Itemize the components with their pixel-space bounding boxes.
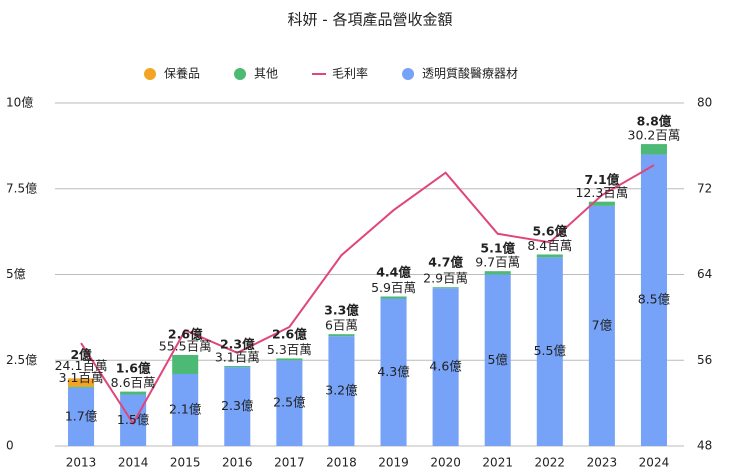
- bar-segment: [484, 271, 511, 275]
- bar-value-label: 7億: [592, 317, 613, 332]
- bar-segment: [588, 201, 615, 206]
- total-label: 4.7億: [428, 254, 463, 269]
- bar-segment: [484, 274, 511, 446]
- bar-value-label: 2.9百萬: [423, 271, 468, 286]
- bar-segment: [224, 366, 251, 368]
- x-tick-label: 2015: [170, 456, 201, 470]
- bar-value-label: 30.2百萬: [628, 128, 681, 143]
- bar-segment: [172, 373, 199, 446]
- bar-segment: [68, 386, 95, 388]
- total-label: 1.6億: [116, 361, 151, 376]
- bar-value-label: 5.3百萬: [267, 342, 312, 357]
- line-series: [80, 164, 655, 426]
- bar-value-label: 24.1百萬: [55, 358, 108, 373]
- bar-segment: [172, 354, 199, 374]
- bar-value-label: 2.3億: [221, 398, 254, 413]
- y-tick-label: 5億: [6, 267, 26, 281]
- x-tick-label: 2016: [222, 456, 253, 470]
- bar-value-label: 3.2億: [325, 383, 358, 398]
- total-label: 8.8億: [637, 114, 672, 129]
- legend-swatch: [144, 68, 156, 80]
- bar-segment: [588, 205, 615, 446]
- bar-value-label: 8.5億: [638, 292, 671, 307]
- total-label: 7.1億: [585, 172, 620, 187]
- bar-value-label: 1.5億: [117, 412, 150, 427]
- total-label: 5.1億: [480, 241, 515, 256]
- legend-label: 其他: [254, 67, 278, 81]
- y-tick-label: 0: [6, 439, 14, 453]
- x-tick-label: 2017: [274, 456, 305, 470]
- x-tick-label: 2013: [66, 456, 97, 470]
- bar-value-label: 6百萬: [325, 318, 358, 333]
- bar-segment: [68, 378, 95, 387]
- legend-swatch: [234, 68, 247, 80]
- bar-segment: [432, 287, 459, 289]
- total-label: 2.6億: [272, 326, 307, 341]
- y2-tick-label: 72: [697, 181, 712, 195]
- x-tick-label: 2014: [118, 456, 149, 470]
- bar-value-label: 3.1百萬: [59, 370, 104, 385]
- bar-value-label: 9.7百萬: [475, 255, 520, 270]
- y2-tick-label: 48: [697, 439, 712, 453]
- bar-segment: [380, 298, 407, 446]
- bar-segment: [68, 387, 95, 446]
- x-tick-label: 2019: [378, 456, 409, 470]
- bar-value-label: 2.5億: [273, 395, 306, 410]
- total-label: 2億: [70, 347, 92, 362]
- bar-segment: [328, 334, 355, 337]
- bar-value-label: 3.1百萬: [215, 350, 260, 365]
- bar-segment: [120, 391, 147, 395]
- bar-value-label: 1.7億: [65, 408, 98, 423]
- bar-value-label: 8.4百萬: [527, 238, 572, 253]
- bar-segment: [120, 394, 147, 446]
- x-tick-label: 2020: [430, 456, 461, 470]
- chart-title: 科妍 - 各項產品營收金額: [288, 11, 453, 29]
- x-tick-label: 2024: [639, 456, 670, 470]
- x-tick-label: 2022: [535, 456, 566, 470]
- legend-label: 保養品: [164, 66, 200, 81]
- x-tick-label: 2018: [326, 456, 357, 470]
- y2-tick-label: 80: [697, 96, 712, 110]
- bar-value-label: 2.1億: [169, 401, 202, 416]
- total-label: 2.6億: [168, 326, 203, 341]
- legend-label: 毛利率: [332, 66, 368, 81]
- legend-swatch: [402, 68, 415, 80]
- total-label: 2.3億: [220, 337, 255, 352]
- total-label: 5.6億: [532, 223, 567, 238]
- bar-segment: [276, 358, 303, 361]
- total-label: 3.3億: [324, 302, 359, 317]
- x-tick-label: 2023: [587, 456, 618, 470]
- y2-tick-label: 56: [697, 353, 712, 367]
- total-label: 4.4億: [376, 265, 411, 280]
- bar-value-label: 5.9百萬: [371, 280, 416, 295]
- bar-value-label: 12.3百萬: [575, 185, 628, 200]
- y2-tick-label: 64: [697, 267, 712, 281]
- bar-segment: [536, 254, 563, 258]
- bar-value-label: 4.3億: [377, 364, 410, 379]
- x-tick-label: 2021: [482, 456, 513, 470]
- legend-label: 透明質酸醫療器材: [422, 66, 518, 81]
- y-tick-label: 7.5億: [6, 181, 37, 195]
- bar-segment: [432, 288, 459, 446]
- bar-segment: [276, 360, 303, 446]
- bar-value-label: 4.6億: [429, 359, 462, 374]
- y-tick-label: 10億: [6, 96, 33, 110]
- bar-segment: [536, 257, 563, 446]
- bar-value-label: 8.6百萬: [111, 375, 156, 390]
- y-tick-label: 2.5億: [6, 353, 37, 367]
- bar-segment: [380, 296, 407, 299]
- bar-segment: [640, 154, 667, 446]
- bar-value-label: 5億: [487, 352, 508, 367]
- bar-segment: [328, 336, 355, 446]
- bar-value-label: 5.5億: [534, 343, 567, 358]
- bar-segment: [224, 367, 251, 446]
- bar-segment: [640, 144, 667, 155]
- bar-value-label: 55.5百萬: [159, 338, 212, 353]
